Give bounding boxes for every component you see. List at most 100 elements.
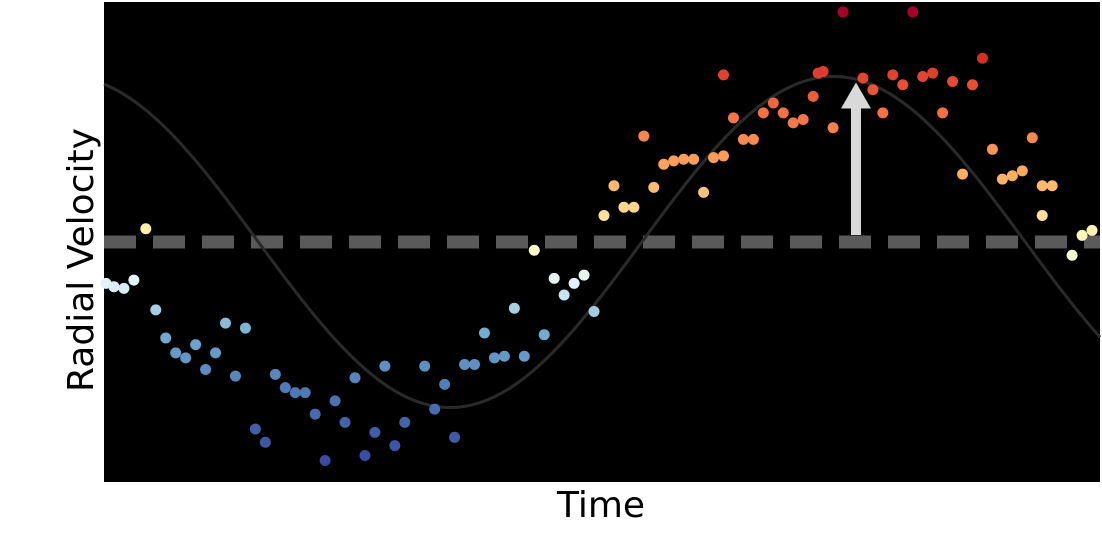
data-point	[986, 143, 998, 155]
data-point	[1036, 210, 1048, 222]
data-point	[429, 403, 441, 415]
data-point	[827, 122, 839, 134]
data-point	[668, 155, 680, 167]
data-point	[239, 322, 251, 334]
data-point	[369, 426, 381, 438]
data-point	[658, 158, 670, 170]
data-point	[359, 450, 371, 462]
data-point	[349, 372, 361, 384]
data-point	[108, 281, 120, 293]
data-point	[887, 69, 899, 81]
data-point	[1016, 165, 1028, 177]
data-point	[518, 350, 530, 362]
data-point	[528, 244, 540, 256]
data-point	[200, 363, 212, 375]
data-point	[957, 168, 969, 180]
data-point	[508, 302, 520, 314]
data-point	[837, 6, 849, 18]
data-point	[917, 70, 929, 82]
data-point	[1046, 180, 1058, 192]
data-point	[118, 282, 130, 294]
data-point	[698, 186, 710, 198]
data-point	[548, 272, 560, 284]
data-point	[269, 368, 281, 380]
data-point	[708, 152, 720, 164]
data-point	[628, 201, 640, 213]
data-point	[618, 201, 630, 213]
data-point	[329, 395, 341, 407]
data-point	[289, 387, 301, 399]
data-point	[1026, 132, 1038, 144]
data-point	[249, 423, 261, 435]
data-point	[469, 358, 481, 370]
data-point	[897, 79, 909, 91]
data-point	[787, 117, 799, 129]
amplitude-arrow-head	[840, 82, 871, 109]
data-point	[757, 107, 769, 119]
data-point	[459, 358, 471, 370]
data-point	[947, 75, 959, 87]
data-point	[339, 416, 351, 428]
data-point	[389, 440, 401, 452]
data-point	[967, 79, 979, 91]
data-point	[319, 454, 331, 466]
data-point	[737, 133, 749, 145]
data-point	[777, 107, 789, 119]
data-point	[399, 416, 411, 428]
data-point	[309, 408, 321, 420]
data-point	[976, 52, 988, 64]
data-point	[488, 352, 500, 364]
data-point	[588, 306, 600, 318]
data-point	[180, 352, 192, 364]
data-point	[379, 360, 391, 372]
data-point	[498, 350, 510, 362]
data-point	[1066, 249, 1078, 261]
data-point	[558, 289, 570, 301]
data-point	[1076, 229, 1088, 241]
data-point	[727, 112, 739, 124]
data-point	[867, 84, 879, 96]
data-point	[229, 370, 241, 382]
data-point	[190, 339, 202, 351]
data-point	[578, 269, 590, 281]
data-point	[638, 130, 650, 142]
data-point	[220, 317, 232, 329]
data-point	[718, 69, 730, 81]
data-point	[1036, 180, 1048, 192]
data-point	[150, 304, 162, 316]
data-point	[907, 6, 919, 18]
data-point	[648, 181, 660, 193]
data-point	[797, 114, 809, 126]
model-sine-curve	[103, 74, 1102, 410]
data-point	[877, 107, 889, 119]
x-axis-label: Time	[556, 485, 645, 526]
data-point	[927, 67, 939, 79]
data-point	[608, 180, 620, 192]
data-point	[598, 210, 610, 222]
data-point	[538, 329, 550, 341]
data-point	[259, 436, 271, 448]
data-point	[419, 360, 431, 372]
data-point	[299, 387, 311, 399]
data-point	[449, 431, 461, 443]
data-point	[678, 153, 690, 165]
data-point	[478, 327, 490, 339]
data-point	[128, 274, 140, 286]
data-point	[688, 153, 700, 165]
y-axis-label: Radial Velocity	[61, 128, 102, 392]
data-point	[210, 347, 222, 359]
data-point	[767, 97, 779, 109]
data-point	[568, 277, 580, 289]
data-point	[817, 66, 829, 78]
data-point	[1086, 224, 1098, 236]
data-point	[857, 72, 869, 84]
data-point	[996, 173, 1008, 185]
data-point	[439, 378, 451, 390]
data-point	[1006, 170, 1018, 182]
data-point	[807, 90, 819, 102]
data-point	[718, 150, 730, 162]
data-point	[140, 223, 152, 235]
data-point	[747, 133, 759, 145]
data-point	[279, 382, 291, 394]
